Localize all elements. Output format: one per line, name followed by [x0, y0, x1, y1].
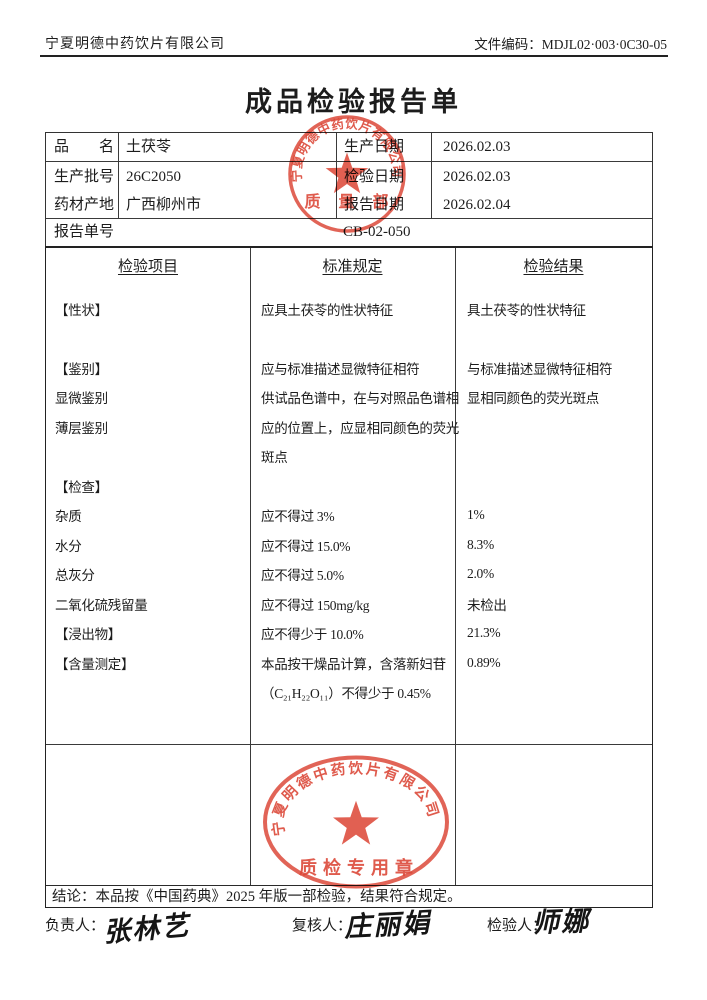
production-date-value: 2026.02.03 [443, 139, 511, 155]
table-row: 【浸出物】 应不得少于 10.0% 21.3% [46, 619, 652, 649]
star-icon [325, 152, 369, 194]
row-result: 21.3% [467, 625, 501, 641]
table-row: （C₂₁H₂₂O₁₁）不得少于 0.45% [46, 678, 652, 708]
row-standard: 供试品色谱中，在与对照品色谱相 [261, 391, 459, 407]
table-row: 杂质 应不得过 3% 1% [46, 501, 652, 531]
inspector-signature: 师娜 [531, 905, 591, 940]
row-result: 0.89% [467, 654, 501, 670]
row-result: 显相同颜色的荧光斑点 [467, 391, 599, 407]
lead-signer-label: 负责人： [45, 918, 106, 934]
table-row [46, 324, 652, 354]
table-body: 【性状】 应具土茯苓的性状特征 具土茯苓的性状特征 【鉴别】 应与标准描述显微特征相符… [46, 282, 652, 744]
reviewer-label: 复核人： [292, 918, 353, 934]
product-info-table: 品 名 土茯苓 生产日期 2026.02.03 生产批号 26C2050 检验日… [45, 132, 653, 246]
row-item: 【含量测定】 [55, 656, 135, 672]
row-item: 薄层鉴别 [55, 420, 108, 436]
row-standard: 应不得少于 10.0% [261, 627, 364, 643]
row-standard: 本品按干燥品计算，含落新妇苷 [261, 656, 446, 672]
product-name-value: 土茯苓 [126, 139, 172, 155]
row-result: 8.3% [467, 536, 494, 552]
info-col-divider [118, 133, 120, 218]
row-result: 与标准描述显微特征相符 [467, 361, 613, 377]
row-standard: 应不得过 150mg/kg [261, 597, 370, 613]
row-standard: 应不得过 3% [261, 509, 335, 525]
info-col-divider [431, 133, 433, 218]
table-row: 薄层鉴别 应的位置上，应显相同颜色的荧光 [46, 412, 652, 442]
table-row: 【含量测定】 本品按干燥品计算，含落新妇苷 0.89% [46, 648, 652, 678]
product-name-label: 品 名 [54, 139, 115, 155]
stamp-dept-text: 质 量 部 [304, 192, 395, 211]
row-standard: 应的位置上，应显相同颜色的荧光 [261, 420, 459, 436]
row-standard: （C₂₁H₂₂O₁₁）不得少于 0.45% [261, 686, 431, 702]
column-header-item: 检验项目 [117, 258, 178, 275]
row-item: 总灰分 [55, 568, 95, 584]
table-section-divider [46, 744, 652, 746]
report-title: 成品检验报告单 [245, 87, 462, 117]
inspection-date-value: 2026.02.03 [443, 169, 511, 185]
reviewer-signature: 庄丽娟 [343, 907, 432, 944]
inspection-table: 检验项目 标准规定 检验结果 【性状】 应具土茯苓的性状特征 具土茯苓的性状特征 【… [45, 246, 653, 908]
table-col-divider [250, 248, 252, 885]
stamp-ring [288, 115, 406, 233]
table-row: 斑点 [46, 442, 652, 472]
doc-code: 文件编码：MDJL02·003·0C30-05 [474, 33, 667, 53]
quality-dept-stamp: 宁夏明德中药饮片有限公司 质 量 部 [288, 115, 406, 233]
row-item: 显微鉴别 [55, 391, 108, 407]
lead-signature: 张林艺 [102, 910, 192, 949]
row-standard: 应不得过 5.0% [261, 568, 344, 584]
origin-value: 广西柳州市 [126, 197, 202, 213]
report-no-label: 报告单号 [54, 224, 115, 240]
company-name: 宁夏明德中药饮片有限公司 [45, 37, 225, 52]
report-date-label: 报告日期 [344, 197, 405, 213]
table-row: 二氧化硫残留量 应不得过 150mg/kg 未检出 [46, 589, 652, 619]
doc-code-value: MDJL02·003·0C30-05 [541, 37, 667, 52]
star-icon [333, 800, 379, 845]
table-header-row: 检验项目 标准规定 检验结果 [46, 248, 652, 282]
row-result: 1% [467, 507, 485, 523]
row-result: 未检出 [467, 597, 507, 613]
stamp-ring [263, 755, 449, 889]
row-item: 【检查】 [55, 479, 108, 495]
table-col-divider [455, 248, 457, 885]
row-item: 【鉴别】 [55, 361, 108, 377]
row-item: 【浸出物】 [55, 627, 121, 643]
info-row-divider [46, 218, 652, 220]
table-row: 水分 应不得过 15.0% 8.3% [46, 530, 652, 560]
report-date-value: 2026.02.04 [443, 197, 511, 213]
column-header-standard: 标准规定 [322, 258, 383, 275]
batch-no-label: 生产批号 [54, 169, 115, 185]
origin-label: 药材产地 [54, 197, 115, 213]
row-standard: 应不得过 15.0% [261, 538, 351, 554]
qc-seal-stamp: 宁夏明德中药饮片有限公司 质检专用章 [263, 755, 449, 889]
row-item: 【性状】 [55, 302, 108, 318]
row-standard: 应具土茯苓的性状特征 [261, 302, 393, 318]
header-divider [40, 55, 668, 57]
inspector-label: 检验人： [487, 918, 548, 934]
column-header-result: 检验结果 [523, 258, 584, 275]
table-row: 【鉴别】 应与标准描述显微特征相符 与标准描述显微特征相符 [46, 353, 652, 383]
row-item: 二氧化硫残留量 [55, 597, 148, 613]
row-result: 2.0% [467, 566, 494, 582]
production-date-label: 生产日期 [344, 139, 405, 155]
table-row: 显微鉴别 供试品色谱中，在与对照品色谱相 显相同颜色的荧光斑点 [46, 383, 652, 413]
batch-no-value: 26C2050 [126, 169, 182, 185]
row-standard: 应与标准描述显微特征相符 [261, 361, 420, 377]
stamp-seal-text: 质检专用章 [299, 857, 419, 878]
row-item: 水分 [55, 538, 82, 554]
table-row: 【检查】 [46, 471, 652, 501]
row-item: 杂质 [55, 509, 82, 525]
row-result: 具土茯苓的性状特征 [467, 302, 586, 318]
doc-code-label: 文件编码： [474, 37, 542, 52]
table-row: 【性状】 应具土茯苓的性状特征 具土茯苓的性状特征 [46, 294, 652, 324]
row-standard: 斑点 [261, 450, 288, 466]
table-row: 总灰分 应不得过 5.0% 2.0% [46, 560, 652, 590]
